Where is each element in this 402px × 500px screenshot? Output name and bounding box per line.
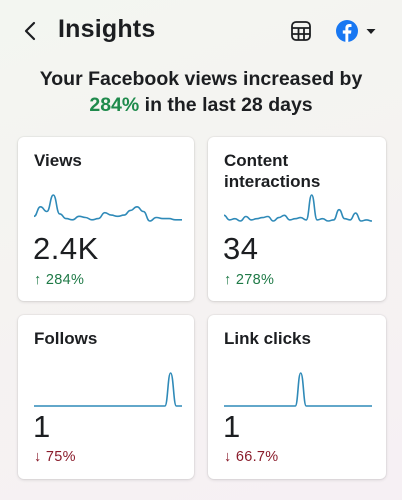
sparkline-path <box>34 194 182 222</box>
account-switcher-button[interactable] <box>335 19 379 43</box>
page-title: Insights <box>58 15 156 43</box>
follows-sparkline <box>34 372 182 407</box>
card-value: 2.4K <box>33 231 99 266</box>
header: Insights <box>0 0 402 62</box>
content-interactions-sparkline <box>224 194 372 222</box>
card-value: 34 <box>223 231 259 266</box>
caret-down-icon <box>366 29 376 34</box>
table-icon <box>291 21 311 41</box>
summary-headline: Your Facebook views increased by 284% in… <box>0 66 402 118</box>
follows-card[interactable]: Follows 1 ↓ 75% <box>18 315 194 479</box>
card-label: Content interactions <box>224 151 321 191</box>
card-change: ↓ 75% <box>34 449 76 465</box>
headline-line-1: Your Facebook views increased by <box>39 68 363 90</box>
content-interactions-card[interactable]: Content interactions 34 ↑ 278% <box>208 137 386 301</box>
card-label: Views <box>34 151 82 170</box>
facebook-icon <box>336 20 358 42</box>
link-clicks-card[interactable]: Link clicks 1 ↓ 66.7% <box>208 315 386 479</box>
headline-percent: 284% <box>89 94 140 116</box>
sparkline-path <box>34 372 182 407</box>
table-view-button[interactable] <box>290 20 314 44</box>
card-change: ↓ 66.7% <box>224 449 279 465</box>
link-clicks-sparkline <box>224 372 372 407</box>
card-change: ↑ 278% <box>224 272 275 288</box>
views-card[interactable]: Views 2.4K ↑ 284% <box>18 137 194 301</box>
headline-line-2: 284% in the last 28 days <box>0 92 402 118</box>
card-value: 1 <box>33 409 51 444</box>
card-label: Link clicks <box>224 329 311 348</box>
chevron-left-icon <box>24 21 36 41</box>
card-label: Follows <box>34 329 98 348</box>
headline-period: in the last 28 days <box>139 94 313 116</box>
sparkline-path <box>224 194 372 222</box>
sparkline-path <box>224 372 372 407</box>
card-value: 1 <box>223 409 241 444</box>
back-button[interactable] <box>18 19 42 43</box>
card-change: ↑ 284% <box>34 272 85 288</box>
views-sparkline <box>34 194 182 222</box>
